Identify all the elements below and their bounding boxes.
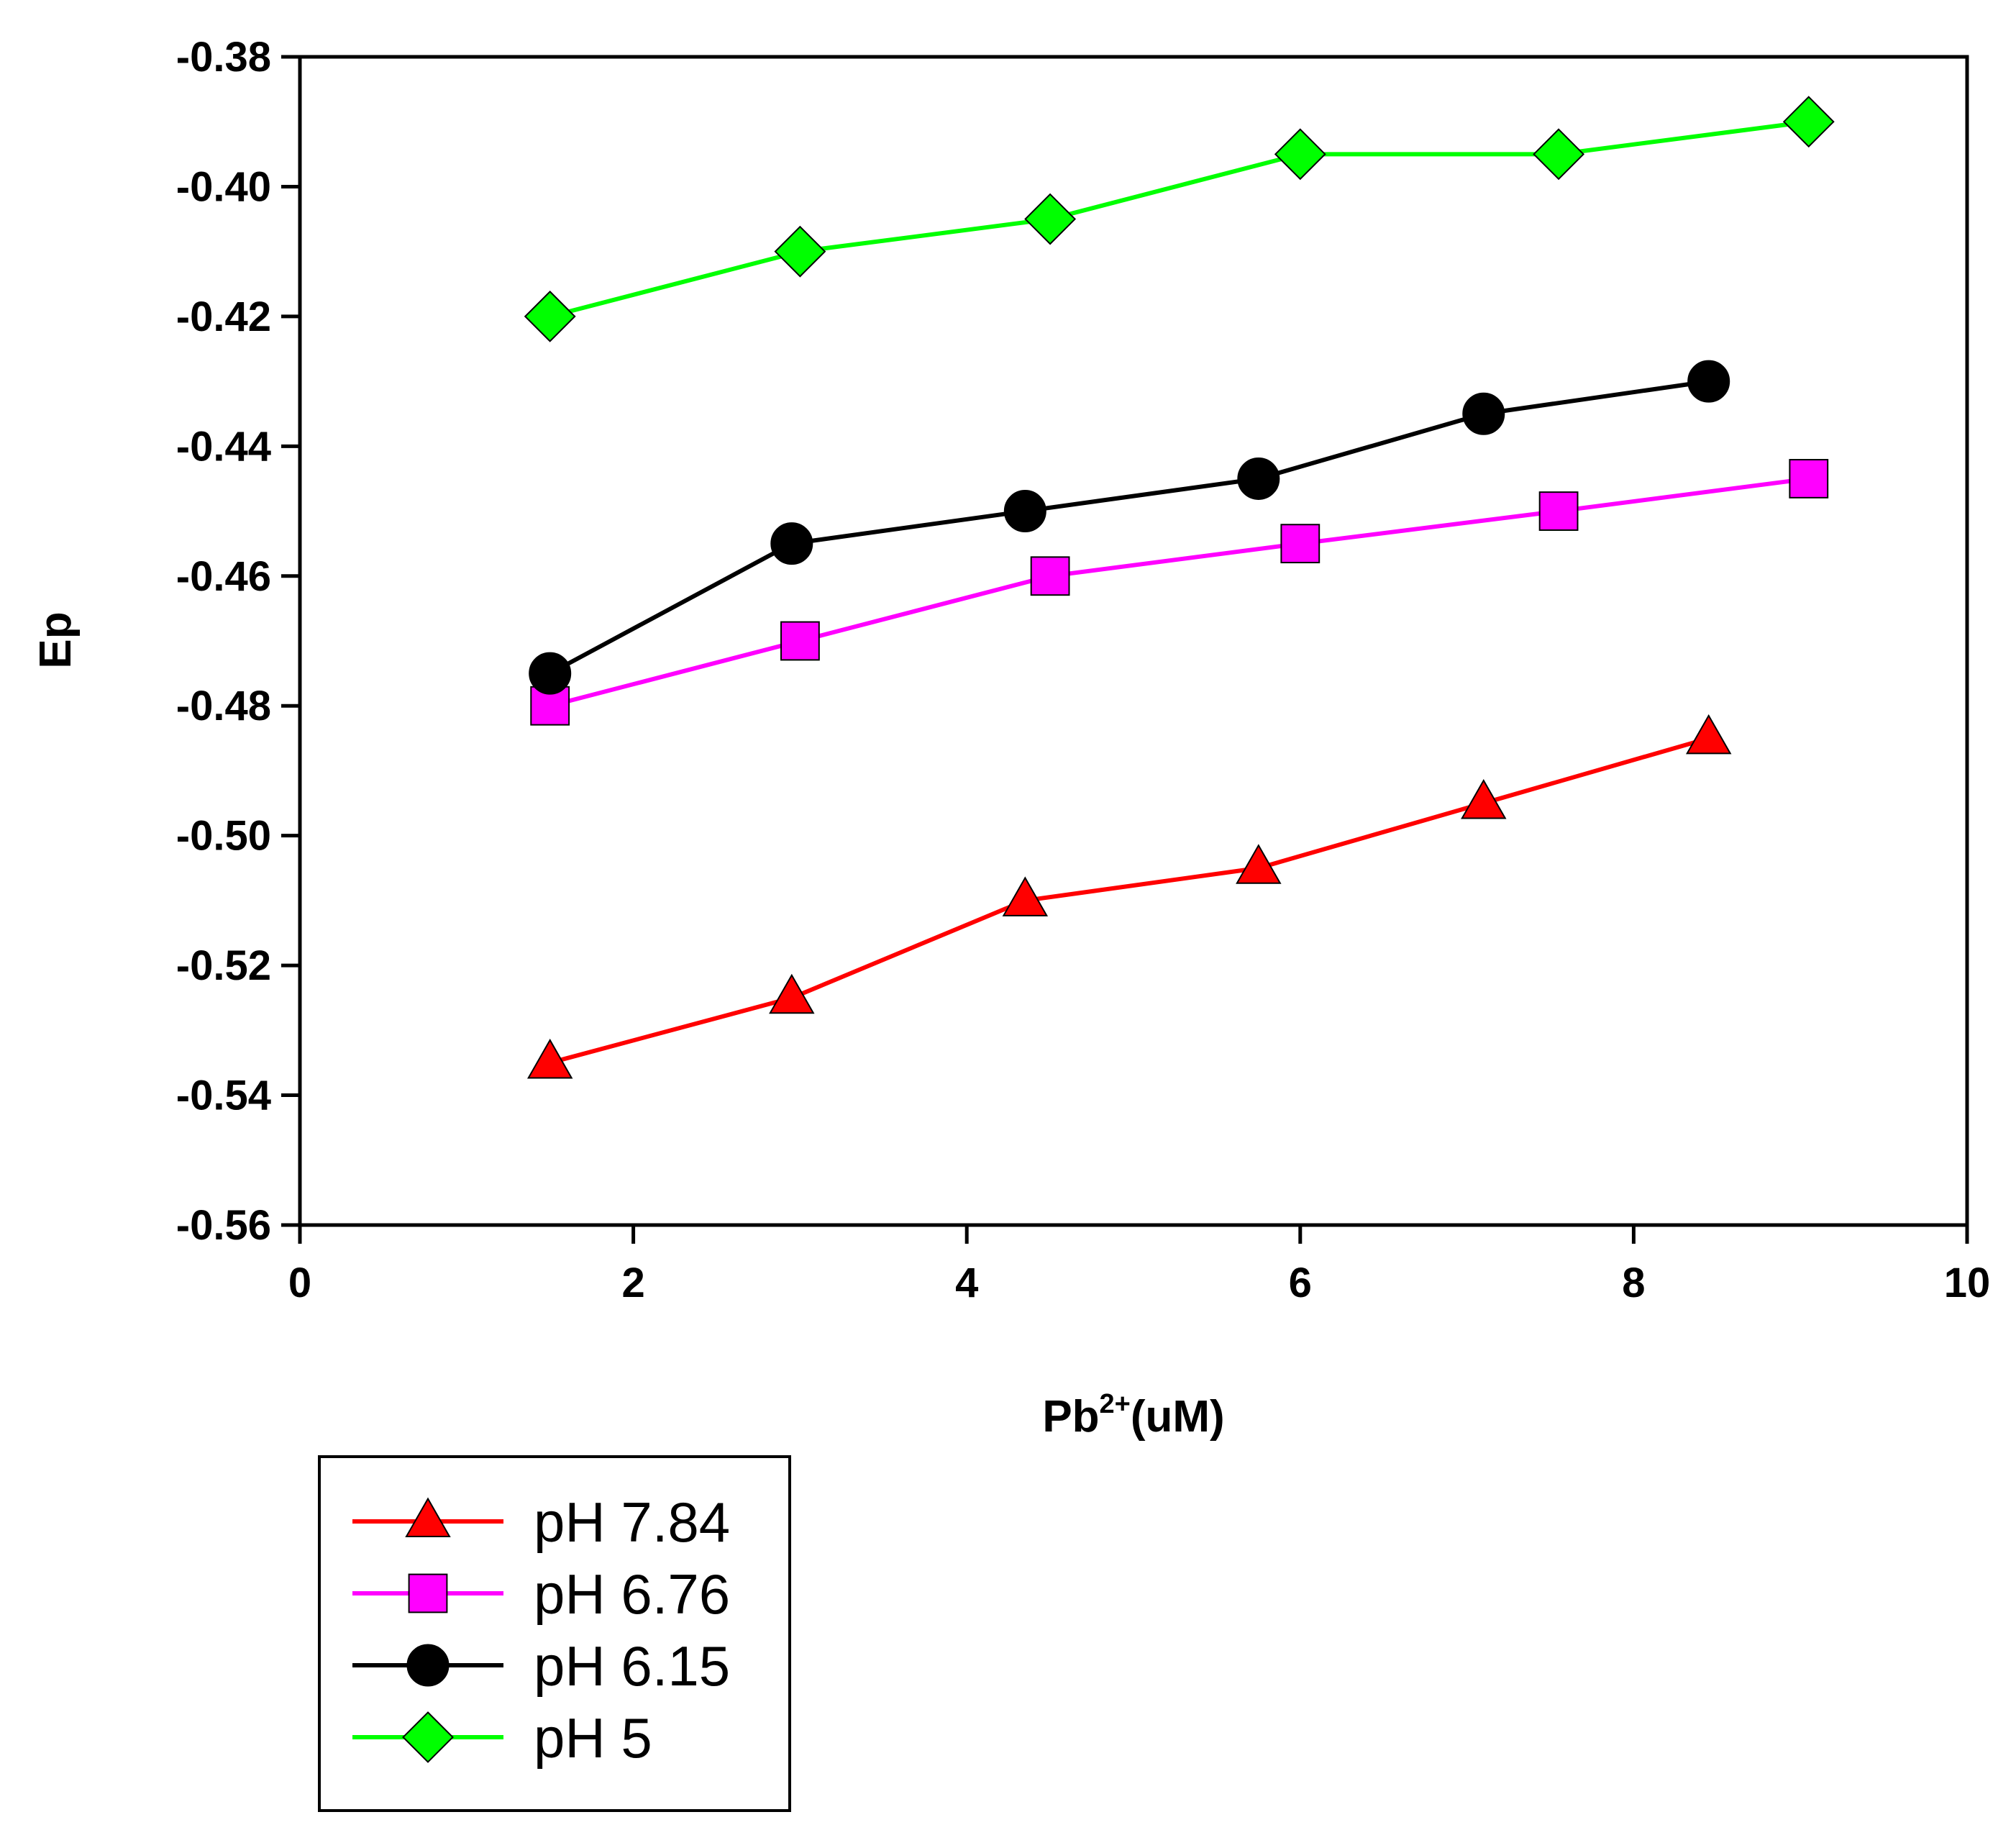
- x-tick-label: 0: [288, 1260, 311, 1306]
- data-point-ph-7-84: [1236, 844, 1282, 884]
- data-point-ph-7-84: [1002, 876, 1049, 916]
- y-tick-label: -0.48: [176, 683, 271, 729]
- y-tick-label: -0.56: [176, 1202, 271, 1249]
- legend-marker: [406, 1644, 450, 1687]
- data-point-ph-6-15: [1237, 457, 1280, 500]
- series-ph-6-76: [530, 459, 1829, 726]
- legend-label: pH 6.76: [534, 1562, 730, 1626]
- data-point-ph-6-76: [1030, 556, 1070, 596]
- legend-label: pH 6.15: [534, 1634, 730, 1698]
- y-tick-label: -0.46: [176, 553, 271, 600]
- series-ph-5: [524, 96, 1835, 342]
- data-point-ph-7-84: [1685, 714, 1732, 755]
- data-point-ph-6-76: [1789, 459, 1829, 499]
- x-tick-label: 4: [955, 1260, 978, 1306]
- series-line-ph-6-15: [549, 379, 1710, 675]
- legend-items: pH 7.84 pH 6.76 pH 6.15 pH 5: [352, 1490, 730, 1770]
- y-axis-title: Ep: [31, 611, 81, 668]
- x-tick-label: 8: [1622, 1260, 1645, 1306]
- legend-item-ph-5: pH 5: [352, 1706, 652, 1770]
- data-point-ph-5: [524, 290, 576, 342]
- data-point-ph-5: [1274, 128, 1326, 181]
- y-tick-label: -0.54: [176, 1073, 271, 1119]
- data-point-ph-6-76: [780, 621, 820, 661]
- y-axis-ticks: -0.38 -0.40 -0.42 -0.44 -0.46 -0.48 -0.50 -0.52…: [176, 34, 300, 1249]
- data-point-ph-6-76: [1538, 491, 1579, 531]
- data-point-ph-5: [1782, 96, 1835, 148]
- y-tick-label: -0.42: [176, 293, 271, 340]
- series-ph-7-84: [526, 714, 1732, 1079]
- x-tick-label: 2: [621, 1260, 644, 1306]
- x-axis-ticks: 0 2 4 6 8 10: [288, 1225, 1990, 1306]
- data-point-ph-7-84: [1461, 779, 1507, 819]
- legend-marker: [402, 1711, 454, 1763]
- legend-marker: [408, 1573, 448, 1613]
- x-tick-label: 6: [1289, 1260, 1312, 1306]
- x-axis-title-base: Pb: [1042, 1392, 1099, 1442]
- data-point-ph-6-76: [1280, 524, 1321, 564]
- series-line-ph-6-76: [549, 476, 1810, 709]
- data-point-ph-7-84: [769, 973, 815, 1014]
- y-tick-label: -0.52: [176, 942, 271, 989]
- data-point-ph-6-15: [1462, 392, 1505, 435]
- data-point-ph-5: [1024, 193, 1077, 245]
- plot-frame: [298, 55, 1969, 1227]
- legend-label: pH 7.84: [534, 1490, 730, 1554]
- y-tick-label: -0.40: [176, 163, 271, 210]
- series-ph-6-15: [529, 360, 1730, 695]
- y-tick-label: -0.44: [176, 423, 271, 470]
- x-axis-title-sup: 2+: [1100, 1389, 1131, 1419]
- data-point-ph-6-15: [770, 522, 813, 565]
- legend-marker: [405, 1497, 451, 1537]
- data-point-ph-5: [774, 225, 826, 278]
- data-point-ph-7-84: [526, 1038, 573, 1079]
- legend-label: pH 5: [534, 1706, 652, 1770]
- legend-box: [318, 1455, 791, 1812]
- data-point-ph-6-15: [1003, 490, 1046, 533]
- y-tick-label: -0.50: [176, 813, 271, 860]
- legend-item-ph-6-15: pH 6.15: [352, 1634, 730, 1698]
- series-line-ph-5: [549, 119, 1810, 319]
- legend-item-ph-7-84: pH 7.84: [352, 1490, 730, 1554]
- x-axis-title-suffix: (uM): [1131, 1392, 1225, 1442]
- data-point-ph-6-15: [1687, 360, 1730, 403]
- legend: pH 7.84 pH 6.76 pH 6.15 pH 5: [318, 1455, 791, 1812]
- data-point-ph-6-15: [529, 652, 572, 695]
- x-axis-title: Pb2+(uM): [1042, 1389, 1224, 1442]
- series-line-ph-7-84: [549, 736, 1710, 1065]
- legend-item-ph-6-76: pH 6.76: [352, 1562, 730, 1626]
- y-tick-label: -0.38: [176, 34, 271, 81]
- data-point-ph-5: [1533, 128, 1585, 181]
- series-layer: [524, 96, 1835, 1079]
- x-tick-label: 10: [1944, 1260, 1991, 1306]
